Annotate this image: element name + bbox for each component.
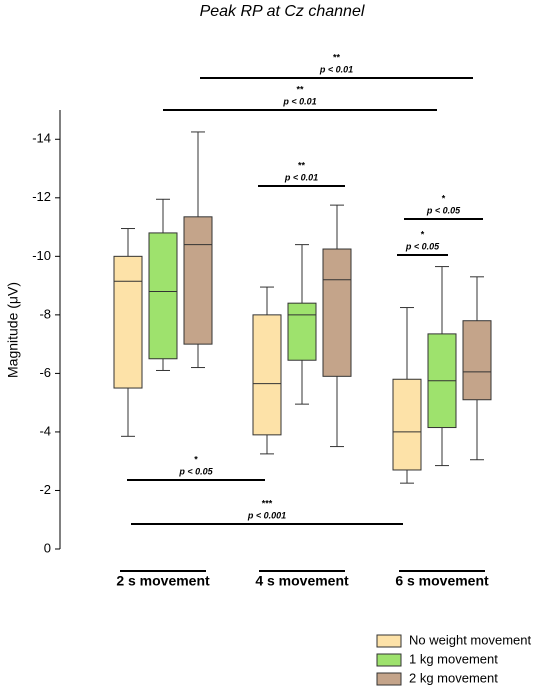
y-tick-label: -8: [39, 306, 51, 321]
significance-stars: ***: [262, 498, 273, 508]
y-tick-label: -6: [39, 365, 51, 380]
box: [148, 232, 178, 360]
legend-swatch: [376, 634, 402, 648]
significance-p: p < 0.01: [319, 64, 353, 74]
significance-p: p < 0.01: [284, 172, 318, 182]
box: [322, 248, 352, 377]
box: [462, 320, 492, 401]
significance-stars: *: [194, 454, 198, 464]
legend-swatch: [376, 672, 402, 686]
box: [113, 255, 143, 389]
significance-stars: **: [333, 52, 341, 62]
box: [287, 302, 317, 361]
box: [252, 314, 282, 436]
y-tick-label: -2: [39, 482, 51, 497]
legend-label: 2 kg movement: [409, 670, 498, 685]
chart-title: Peak RP at Cz channel: [200, 3, 365, 20]
y-tick-label: 0: [44, 540, 51, 555]
significance-p: p < 0.01: [282, 96, 316, 106]
y-axis-label: Magnitude (μV): [5, 282, 21, 378]
significance-p: p < 0.05: [426, 205, 461, 215]
significance-p: p < 0.001: [247, 510, 286, 520]
y-tick-label: -14: [32, 131, 51, 146]
y-tick-label: -12: [32, 189, 51, 204]
y-tick-label: -10: [32, 248, 51, 263]
x-tick-label: 2 s movement: [116, 573, 210, 589]
y-tick-label: -4: [39, 423, 51, 438]
x-tick-label: 4 s movement: [255, 573, 349, 589]
significance-stars: *: [442, 193, 446, 203]
significance-stars: **: [296, 84, 304, 94]
box: [392, 378, 422, 471]
legend-label: 1 kg movement: [409, 651, 498, 666]
significance-stars: *: [421, 229, 425, 239]
significance-p: p < 0.05: [178, 466, 213, 476]
significance-p: p < 0.05: [405, 241, 440, 251]
legend-label: No weight movement: [409, 632, 531, 647]
significance-stars: **: [298, 160, 306, 170]
legend-swatch: [376, 653, 402, 667]
box: [183, 216, 213, 345]
x-tick-label: 6 s movement: [395, 573, 489, 589]
